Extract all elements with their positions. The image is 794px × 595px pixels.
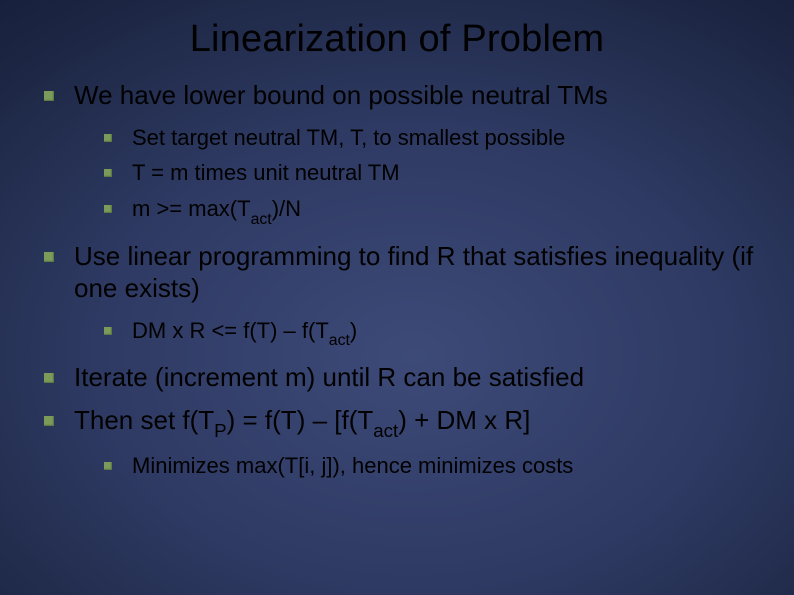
bullet-lvl2: Set target neutral TM, T, to smallest po…	[102, 122, 754, 154]
bullet-lvl1: We have lower bound on possible neutral …	[40, 79, 754, 230]
bullet-lvl1: Use linear programming to find R that sa…	[40, 240, 754, 351]
bullet-text: We have lower bound on possible neutral …	[74, 80, 608, 110]
bullet-list-lvl2: Minimizes max(T[i, j]), hence minimizes …	[74, 450, 754, 482]
bullet-text: T = m times unit neutral TM	[132, 160, 400, 185]
bullet-list-lvl2: Set target neutral TM, T, to smallest po…	[74, 122, 754, 230]
bullet-text: Iterate (increment m) until R can be sat…	[74, 362, 584, 392]
bullet-text: Then set f(TP) = f(T) – [f(Tact) + DM x …	[74, 405, 530, 435]
slide-title: Linearization of Problem	[40, 18, 754, 61]
bullet-text: Set target neutral TM, T, to smallest po…	[132, 125, 565, 150]
bullet-text: Minimizes max(T[i, j]), hence minimizes …	[132, 453, 573, 478]
bullet-list-lvl1: We have lower bound on possible neutral …	[40, 79, 754, 482]
bullet-lvl2: m >= max(Tact)/N	[102, 193, 754, 229]
bullet-lvl1: Iterate (increment m) until R can be sat…	[40, 361, 754, 394]
bullet-lvl2: DM x R <= f(T) – f(Tact)	[102, 315, 754, 351]
slide: Linearization of Problem We have lower b…	[0, 0, 794, 595]
bullet-lvl2: Minimizes max(T[i, j]), hence minimizes …	[102, 450, 754, 482]
bullet-lvl2: T = m times unit neutral TM	[102, 157, 754, 189]
bullet-lvl1: Then set f(TP) = f(T) – [f(Tact) + DM x …	[40, 404, 754, 482]
bullet-text: m >= max(Tact)/N	[132, 196, 301, 221]
bullet-list-lvl2: DM x R <= f(T) – f(Tact)	[74, 315, 754, 351]
bullet-text: DM x R <= f(T) – f(Tact)	[132, 318, 357, 343]
bullet-text: Use linear programming to find R that sa…	[74, 241, 753, 304]
